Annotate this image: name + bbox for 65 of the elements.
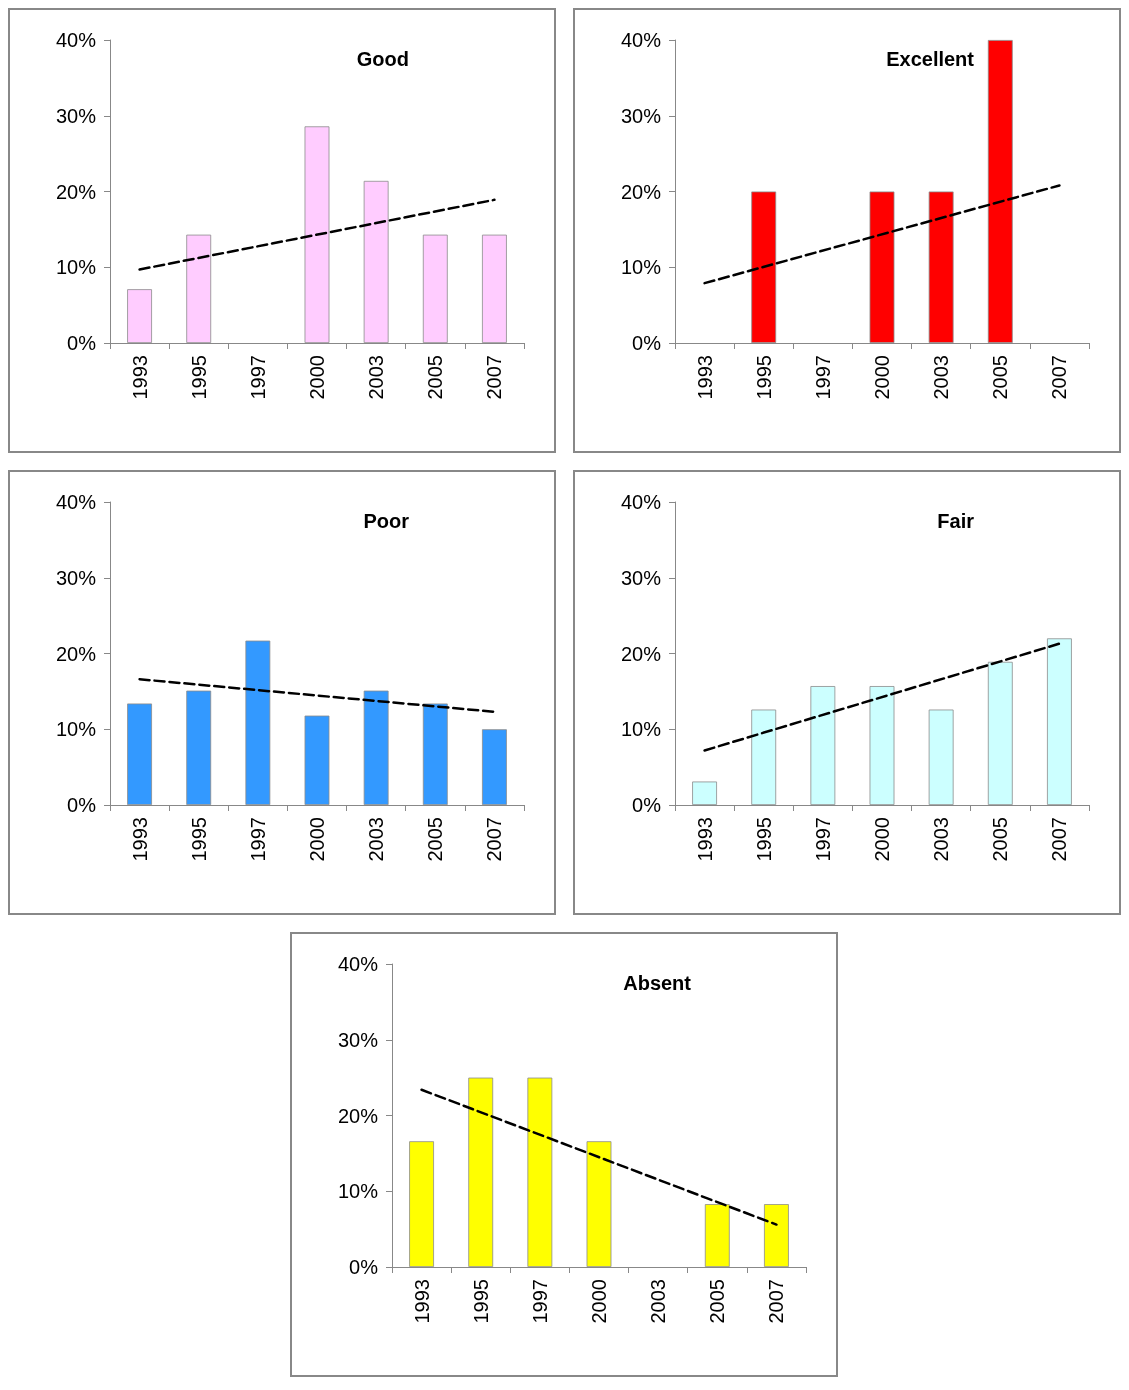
y-tick-label: 30%: [337, 1028, 379, 1051]
x-tick-label: 2000: [306, 355, 328, 400]
y-tick-label: 40%: [55, 491, 97, 513]
x-tick-label: 2005: [989, 355, 1012, 400]
y-tick-label: 10%: [55, 718, 97, 741]
chart-title: Poor: [363, 510, 410, 532]
x-tick-label: 2007: [483, 817, 506, 862]
y-tick-label: 10%: [620, 718, 662, 741]
y-tick-label: 30%: [620, 566, 662, 589]
y-tick-label: 0%: [349, 1256, 379, 1278]
y-tick-label: 0%: [632, 332, 662, 354]
y-tick-label: 40%: [620, 491, 662, 513]
x-tick-label: 2000: [871, 355, 893, 400]
x-tick-label: 2000: [306, 817, 328, 862]
y-tick-label: 40%: [337, 953, 379, 975]
chart-title: Good: [356, 48, 410, 70]
x-tick-label: 1995: [187, 817, 210, 862]
x-tick-label: 1993: [410, 1279, 433, 1324]
x-tick-label: 1995: [752, 817, 775, 862]
y-tick-label: 0%: [67, 332, 97, 354]
x-tick-label: 1995: [752, 355, 775, 400]
x-tick-label: 2007: [483, 355, 506, 400]
y-tick-label: 10%: [55, 256, 97, 279]
x-tick-label: 2003: [365, 355, 388, 400]
x-tick-label: 1997: [811, 817, 834, 862]
chart-title: Excellent: [886, 48, 975, 70]
x-tick-label: 2003: [647, 1279, 670, 1324]
x-tick-label: 2005: [424, 817, 447, 862]
x-tick-label: 1993: [128, 355, 151, 400]
x-tick-label: 1995: [469, 1279, 492, 1324]
x-tick-label: 2005: [424, 355, 447, 400]
x-tick-label: 2003: [930, 355, 953, 400]
y-tick-label: 30%: [55, 104, 97, 127]
x-tick-label: 1993: [693, 355, 716, 400]
x-tick-label: 1995: [187, 355, 210, 400]
x-tick-label: 1997: [246, 817, 269, 862]
x-tick-label: 1997: [528, 1279, 551, 1324]
y-tick-label: 20%: [55, 180, 97, 203]
x-tick-label: 1993: [693, 817, 716, 862]
x-tick-label: 2007: [765, 1279, 788, 1324]
y-tick-label: 0%: [632, 794, 662, 816]
x-tick-label: 2000: [588, 1279, 610, 1324]
x-tick-label: 2003: [930, 817, 953, 862]
x-tick-label: 2005: [706, 1279, 729, 1324]
y-tick-label: 20%: [620, 642, 662, 665]
chart-title: Fair: [937, 510, 975, 532]
y-tick-label: 30%: [55, 566, 97, 589]
y-tick-label: 20%: [337, 1104, 379, 1127]
y-tick-label: 0%: [67, 794, 97, 816]
x-tick-label: 2007: [1048, 355, 1071, 400]
x-tick-label: 1997: [811, 355, 834, 400]
y-tick-label: 10%: [337, 1180, 379, 1203]
y-tick-label: 30%: [620, 104, 662, 127]
x-tick-label: 2005: [989, 817, 1012, 862]
y-tick-label: 20%: [55, 642, 97, 665]
y-tick-label: 10%: [620, 256, 662, 279]
y-tick-label: 40%: [620, 29, 662, 51]
x-tick-label: 2000: [871, 817, 893, 862]
y-tick-label: 40%: [55, 29, 97, 51]
x-tick-label: 2003: [365, 817, 388, 862]
x-tick-label: 1993: [128, 817, 151, 862]
y-tick-label: 20%: [620, 180, 662, 203]
chart-title: Absent: [623, 972, 692, 994]
x-tick-label: 2007: [1048, 817, 1071, 862]
x-tick-label: 1997: [246, 355, 269, 400]
